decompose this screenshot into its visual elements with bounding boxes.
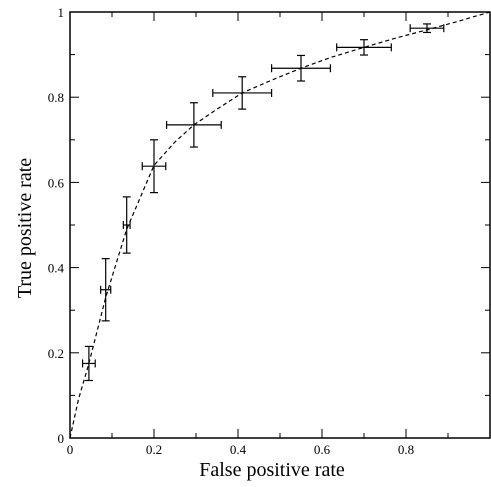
error-bar-point [100, 258, 112, 322]
y-tick-label: 0 [58, 431, 65, 446]
x-axis-label: False positive rate [199, 459, 345, 481]
error-bar-point [409, 23, 445, 34]
error-bar-point [81, 345, 96, 382]
y-axis-label: True positive rate [14, 158, 36, 298]
error-bar-point [166, 102, 222, 148]
error-bar-point [271, 54, 331, 82]
tick-labels: 0 0.2 0.4 0.6 0.8 0 0.2 0.4 0.6 0.8 1 [48, 5, 414, 457]
fitted-curve [69, 11, 491, 439]
y-tick-label: 1 [58, 5, 65, 20]
y-tick-label: 0.6 [48, 175, 65, 190]
error-bars [81, 23, 445, 382]
x-tick-label: 0.6 [314, 442, 331, 457]
y-tick-label: 0.2 [48, 346, 64, 361]
x-tick-label: 0.4 [230, 442, 247, 457]
error-bar-point [141, 139, 167, 194]
error-bar-point [336, 39, 392, 56]
axes [69, 11, 491, 439]
dashed-roc-curve [69, 11, 491, 439]
y-tick-label: 0.4 [48, 261, 65, 276]
error-bar-point [122, 196, 131, 254]
x-tick-label: 0.8 [398, 442, 414, 457]
plot-frame [69, 11, 491, 439]
error-bar-point [212, 76, 273, 110]
x-tick-label: 0 [67, 442, 74, 457]
x-tick-label: 0.2 [146, 442, 162, 457]
y-tick-label: 0.8 [48, 90, 64, 105]
